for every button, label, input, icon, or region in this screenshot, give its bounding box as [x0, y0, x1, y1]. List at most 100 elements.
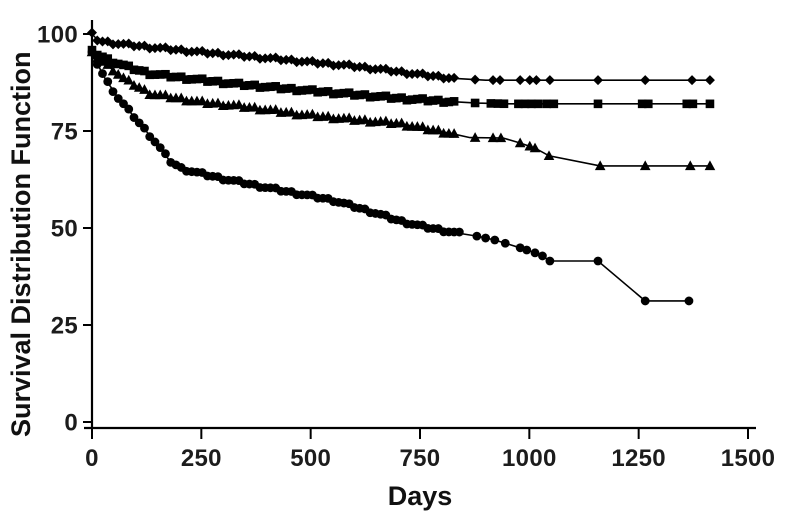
x-tick-label: 750 [400, 445, 441, 472]
data-point-marker [108, 58, 118, 68]
data-point-marker [233, 99, 245, 109]
data-point-marker [323, 87, 333, 96]
series-triangle [86, 46, 716, 171]
data-point-marker [271, 82, 280, 91]
data-point-marker [334, 89, 343, 98]
data-point-marker [124, 104, 134, 114]
data-point-marker [682, 99, 692, 109]
data-point-marker [593, 99, 603, 109]
data-point-marker [297, 86, 307, 95]
data-point-marker [87, 27, 97, 38]
data-point-marker [355, 90, 364, 100]
data-point-marker [704, 160, 716, 171]
data-point-marker [322, 110, 334, 121]
data-point-marker [444, 97, 454, 107]
data-point-marker [545, 256, 555, 266]
data-point-marker [129, 65, 139, 75]
data-point-marker [318, 87, 328, 97]
data-point-marker [640, 296, 650, 306]
data-point-marker [533, 99, 543, 109]
data-point-marker [371, 92, 380, 102]
data-point-marker [112, 69, 124, 79]
data-point-marker [549, 99, 559, 109]
data-point-marker [380, 115, 392, 126]
data-point-marker [360, 90, 370, 99]
data-point-marker [543, 150, 555, 161]
data-point-marker [381, 91, 391, 101]
data-point-marker [704, 75, 715, 86]
data-point-marker [488, 75, 499, 86]
data-point-marker [192, 74, 202, 84]
data-point-marker [196, 95, 208, 106]
data-point-marker [91, 52, 103, 63]
data-point-marker [413, 94, 422, 104]
data-point-marker [339, 88, 349, 98]
data-point-marker [386, 94, 396, 103]
data-point-marker [375, 63, 386, 74]
data-point-marker [527, 99, 536, 109]
data-point-marker [520, 99, 530, 109]
data-point-marker [349, 62, 360, 73]
y-tick-label: 50 [51, 216, 78, 243]
data-point-marker [124, 61, 134, 71]
data-point-marker [386, 66, 397, 77]
data-point-marker [108, 87, 118, 97]
y-tick-label: 100 [37, 22, 78, 49]
data-point-marker [150, 70, 160, 79]
data-point-marker [307, 108, 318, 119]
data-point-marker [493, 99, 503, 108]
data-point-marker [392, 93, 401, 103]
data-point-marker [250, 80, 259, 90]
y-tick-label: 25 [51, 313, 78, 340]
data-point-marker [643, 99, 653, 109]
data-point-marker [234, 78, 244, 88]
data-point-marker [592, 75, 603, 86]
data-point-marker [705, 99, 715, 109]
data-point-marker [119, 60, 128, 70]
data-point-marker [593, 256, 603, 266]
data-point-marker [396, 117, 407, 128]
x-axis-title: Days [387, 481, 453, 511]
data-point-marker [182, 75, 191, 84]
data-point-marker [531, 75, 542, 86]
data-point-marker [145, 70, 155, 80]
data-point-marker [313, 87, 322, 97]
data-point-marker [197, 74, 207, 84]
data-point-marker [417, 121, 428, 132]
data-point-marker [270, 104, 281, 114]
data-point-marker [448, 128, 460, 138]
data-point-marker [542, 99, 552, 109]
data-point-marker [472, 231, 482, 241]
data-point-marker [160, 89, 171, 100]
data-point-marker [434, 95, 443, 105]
data-point-marker [391, 66, 402, 77]
data-point-marker [402, 95, 412, 105]
data-point-marker [155, 143, 165, 153]
data-point-marker [454, 227, 464, 237]
data-point-marker [640, 75, 651, 86]
data-point-marker [688, 99, 698, 109]
data-point-marker [495, 132, 507, 143]
data-point-marker [287, 83, 296, 93]
data-point-marker [522, 245, 532, 255]
data-point-marker [350, 91, 359, 100]
data-point-marker [107, 39, 118, 50]
data-point-marker [376, 92, 385, 101]
data-point-marker [470, 74, 481, 85]
data-point-marker [175, 92, 187, 103]
data-point-marker [401, 69, 412, 80]
data-point-marker [365, 92, 375, 102]
data-point-marker [229, 78, 238, 88]
data-point-marker [428, 96, 438, 105]
data-point-marker [276, 84, 286, 94]
data-point-marker [92, 59, 102, 69]
data-point-marker [490, 235, 500, 245]
data-point-marker [412, 68, 423, 79]
data-point-marker [495, 75, 506, 86]
data-point-marker [433, 124, 444, 135]
data-point-marker [103, 77, 113, 86]
data-point-marker [176, 72, 186, 82]
data-point-marker [359, 114, 371, 124]
data-point-marker [514, 137, 526, 148]
